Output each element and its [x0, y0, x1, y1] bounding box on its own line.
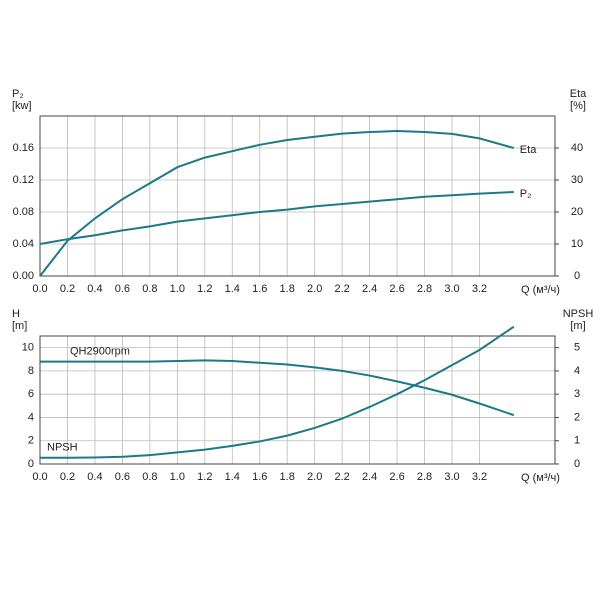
y2-tick-label: 20: [571, 206, 583, 218]
y2-tick-label: 5: [574, 342, 580, 354]
y2-tick-label: 1: [574, 435, 580, 447]
x-tick-label: 1.4: [225, 283, 240, 295]
y2-tick-label: 10: [571, 238, 583, 250]
x-tick-label: 1.8: [280, 283, 295, 295]
x-tick-label: 2.6: [389, 471, 404, 483]
x-tick-label: 1.6: [252, 471, 267, 483]
x-tick-label: 0.2: [60, 283, 75, 295]
y2-tick-label: 0: [574, 270, 580, 282]
x-tick-label: 1.4: [225, 471, 240, 483]
y2-axis-label: NPSH: [563, 308, 594, 320]
y2-axis-label: [%]: [570, 100, 586, 112]
x-tick-label: 2.6: [389, 283, 404, 295]
y-tick-label: 0.04: [13, 238, 34, 250]
y-tick-label: 10: [22, 342, 34, 354]
y2-tick-label: 2: [574, 411, 580, 423]
series-line: [40, 325, 515, 459]
series-line: [39, 130, 515, 277]
y2-axis-label: [m]: [570, 320, 585, 332]
y-tick-label: 2: [28, 435, 34, 447]
plot-frame: [39, 115, 556, 277]
x-tick-label: 1.2: [197, 471, 212, 483]
x-tick-label: 2.8: [417, 283, 432, 295]
x-tick-label: 0.4: [87, 471, 102, 483]
series-line: [39, 191, 514, 245]
series-line: [40, 359, 515, 417]
x-tick-label: 2.2: [334, 283, 349, 295]
y-tick-label: 0: [28, 458, 34, 470]
x-tick-label: 0.2: [60, 471, 75, 483]
y-axis-label: [kw]: [12, 100, 32, 112]
y2-tick-label: 3: [574, 388, 580, 400]
x-tick-label: 1.2: [197, 283, 212, 295]
y-axis-label: P₂: [12, 88, 24, 100]
x-tick-label: 0.6: [115, 471, 130, 483]
series-label: NPSH: [47, 442, 78, 454]
y-tick-label: 0.08: [13, 206, 34, 218]
x-tick-label: 1.6: [252, 283, 267, 295]
x-tick-label: 0.8: [142, 283, 157, 295]
y-axis-label: [m]: [12, 320, 27, 332]
y-tick-label: 6: [28, 388, 34, 400]
x-tick-label: 2.0: [307, 283, 322, 295]
x-tick-label: 2.8: [417, 471, 432, 483]
x-tick-label: 0.0: [32, 471, 47, 483]
series-label: Eta: [520, 144, 537, 156]
x-tick-label: 0.8: [142, 471, 157, 483]
y-tick-label: 8: [28, 365, 34, 377]
x-tick-label: 1.8: [280, 471, 295, 483]
x-tick-label: 2.0: [307, 471, 322, 483]
y2-tick-label: 4: [574, 365, 580, 377]
x-tick-label: 3.0: [444, 471, 459, 483]
y-axis-label: H: [12, 308, 20, 320]
x-axis-label: Q (м³/ч): [521, 472, 560, 484]
series-label: QH2900rpm: [70, 346, 130, 358]
x-tick-label: 0.4: [87, 283, 102, 295]
y-tick-label: 0.00: [13, 270, 34, 282]
y2-tick-label: 0: [574, 458, 580, 470]
x-tick-label: 3.0: [444, 283, 459, 295]
y-tick-label: 0.16: [13, 142, 34, 154]
x-tick-label: 0.0: [32, 283, 47, 295]
y2-tick-label: 30: [571, 174, 583, 186]
series-label: P₂: [520, 188, 532, 200]
x-tick-label: 2.4: [362, 471, 377, 483]
x-tick-label: 2.2: [334, 471, 349, 483]
x-tick-label: 3.2: [472, 471, 487, 483]
x-axis-label: Q (м³/ч): [521, 284, 560, 296]
x-tick-label: 1.0: [170, 471, 185, 483]
x-tick-label: 2.4: [362, 283, 377, 295]
y-tick-label: 0.12: [13, 174, 34, 186]
x-tick-label: 3.2: [472, 283, 487, 295]
y-tick-label: 4: [28, 411, 34, 423]
y2-axis-label: Eta: [570, 88, 587, 100]
x-tick-label: 0.6: [115, 283, 130, 295]
x-tick-label: 1.0: [170, 283, 185, 295]
y2-tick-label: 40: [571, 142, 583, 154]
plot-frame: [39, 335, 556, 465]
